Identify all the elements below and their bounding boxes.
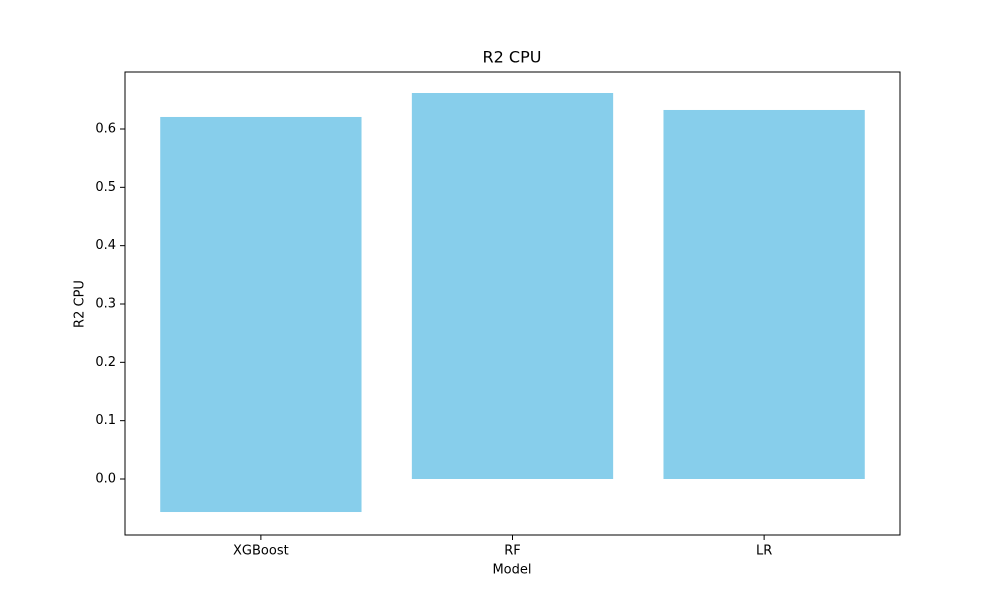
x-tick-label: XGBoost — [233, 544, 289, 559]
x-tick-label: RF — [504, 544, 521, 559]
y-tick-label: 0.3 — [95, 296, 116, 311]
x-axis-label: Model — [492, 563, 531, 578]
y-tick-label: 0.0 — [95, 471, 116, 486]
bar — [160, 116, 362, 479]
y-axis-label: R2 CPU — [73, 280, 88, 328]
y-tick-label: 0.6 — [95, 121, 116, 136]
bar — [411, 93, 614, 479]
y-tick-label: 0.4 — [95, 238, 116, 253]
bar — [160, 478, 362, 513]
plot-frame — [124, 71, 901, 536]
y-tick-label: 0.5 — [95, 180, 116, 195]
chart-title: R2 CPU — [483, 48, 542, 67]
y-tick-label: 0.1 — [95, 413, 116, 428]
y-tick-label: 0.2 — [95, 355, 116, 370]
x-tick-label: LR — [756, 544, 772, 559]
bar — [663, 109, 865, 479]
